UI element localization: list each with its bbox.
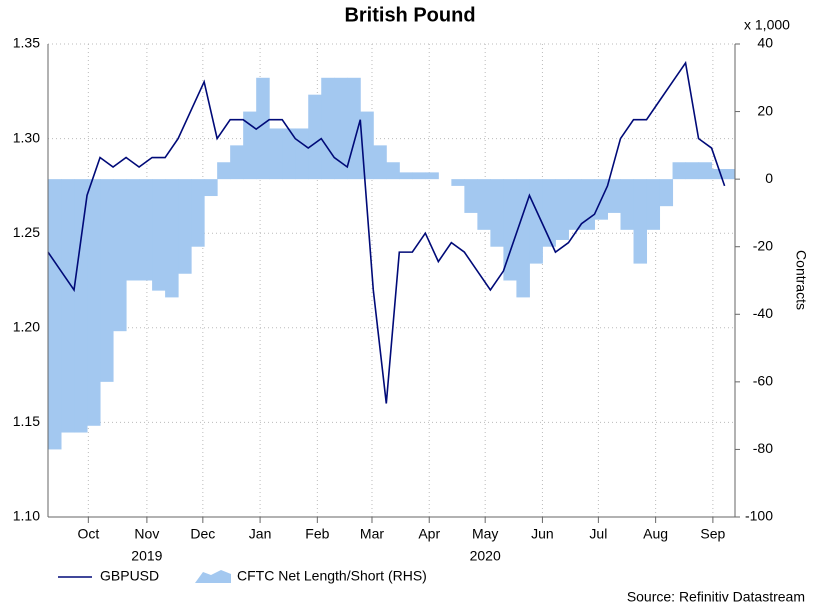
x-tick-label: Feb (305, 526, 329, 542)
area-step (152, 179, 166, 291)
legend-swatch (195, 570, 231, 583)
area-step (347, 77, 361, 180)
area-step (230, 145, 244, 180)
x-tick-label: Nov (134, 526, 159, 542)
y-tick-label: 1.10 (13, 508, 40, 524)
x-tick-label: Mar (360, 526, 384, 542)
area-step (334, 77, 348, 180)
area-step (698, 162, 713, 180)
source: Source: Refinitiv Datastream (627, 589, 805, 604)
y-tick-label: 1.35 (13, 35, 40, 51)
area-step (724, 169, 736, 180)
y-tick-label: 1.20 (13, 319, 40, 335)
area-step (74, 179, 88, 433)
area-step (555, 179, 569, 240)
y2-tick-label: -20 (753, 237, 773, 253)
area-step (61, 179, 75, 433)
area-step (646, 179, 661, 230)
x-tick-label: Jul (589, 526, 607, 542)
y2-tick-label: -60 (753, 373, 773, 389)
y2-tick-label: -100 (745, 508, 773, 524)
y2-axis-label: Contracts (793, 250, 809, 310)
chart-title: British Pound (344, 4, 475, 26)
area-step (425, 172, 439, 180)
area-step (100, 179, 114, 382)
x-tick-label: Oct (77, 526, 99, 542)
area-step (529, 179, 543, 264)
y2-tick-label: 0 (765, 170, 773, 186)
x-tick-label: Jun (531, 526, 554, 542)
area-step (386, 162, 400, 180)
x-tick-label: May (472, 526, 498, 542)
area-step (672, 162, 687, 180)
area-step (178, 179, 192, 274)
area-step (139, 179, 153, 281)
y-tick-label: 1.15 (13, 413, 40, 429)
legend-label: GBPUSD (100, 568, 159, 584)
area-step (490, 179, 504, 247)
x-tick-label: Apr (418, 526, 440, 542)
area-step (451, 179, 465, 186)
x-tick-label: Dec (190, 526, 215, 542)
y2-tick-label: 40 (757, 35, 773, 51)
y2-tick-label: -40 (753, 305, 773, 321)
area-step (269, 128, 283, 180)
area-step (412, 172, 426, 180)
x-tick-label: Jan (249, 526, 272, 542)
area-step (113, 179, 127, 332)
area-step (48, 179, 62, 450)
area-step (399, 172, 413, 180)
area-step (685, 162, 700, 180)
area-step (217, 162, 231, 180)
y2-unit-label: x 1,000 (744, 17, 790, 33)
area-step (711, 169, 726, 180)
y2-tick-label: 20 (757, 102, 773, 118)
area-step (659, 179, 674, 207)
area-step (165, 179, 179, 298)
area-step (204, 179, 218, 197)
line (47, 60, 726, 404)
area-step (503, 179, 517, 281)
y2-tick-label: -80 (753, 440, 773, 456)
y-tick-label: 1.25 (13, 224, 40, 240)
area-step (516, 179, 530, 298)
legend-label: CFTC Net Length/Short (RHS) (237, 568, 427, 584)
area-step (295, 128, 309, 180)
area-step (243, 111, 257, 180)
x-group-label: 2020 (470, 548, 501, 564)
area-step (321, 77, 335, 180)
y-tick-label: 1.30 (13, 129, 40, 145)
area-step (87, 179, 101, 426)
area-step (633, 179, 648, 264)
area-step (191, 179, 205, 247)
area-step (568, 179, 582, 230)
x-group-label: 2019 (131, 548, 162, 564)
x-tick-label: Sep (700, 526, 725, 542)
area-step (256, 77, 270, 180)
area-step (464, 179, 478, 213)
area-step (607, 179, 621, 213)
area-step (477, 179, 491, 230)
area-step (620, 179, 635, 230)
area-step (126, 179, 140, 281)
area-step (373, 145, 387, 180)
x-tick-label: Aug (643, 526, 668, 542)
area-step (308, 94, 322, 180)
area-step (282, 128, 296, 180)
